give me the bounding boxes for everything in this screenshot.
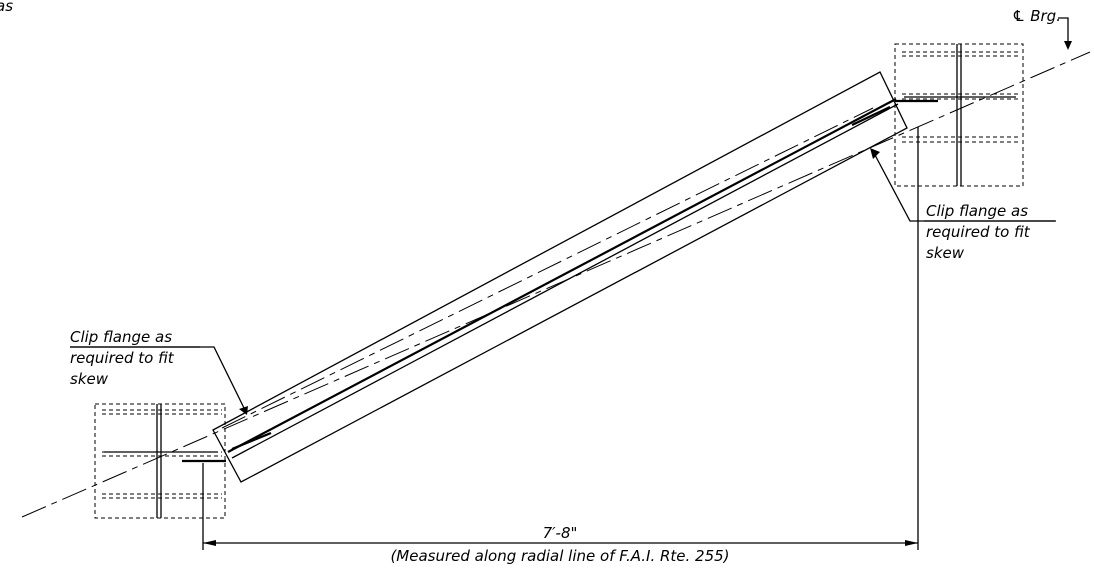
left-callout-arrowhead — [239, 406, 248, 415]
centerline-arrowhead — [1064, 41, 1072, 50]
dimension-arrow-right — [905, 540, 918, 546]
span-dimension: 7′-8" (Measured along radial line of F.A… — [202, 127, 919, 565]
left-beam-outline — [94, 403, 226, 519]
left-callout-line1: Clip flange as — [70, 328, 172, 346]
right-callout-arrowhead — [870, 148, 880, 159]
centerline-bearing-text: ℄ Brg. — [1012, 7, 1061, 25]
right-plate-stub — [851, 106, 891, 126]
right-callout-line1: Clip flange as — [926, 202, 1028, 220]
right-callout-line2: required to fit — [926, 223, 1031, 241]
bearing-centerline — [21, 51, 1091, 518]
centerline-leader — [1058, 17, 1069, 48]
left-clip-flange-callout: Clip flange as required to fit skew — [70, 328, 248, 415]
diaphragm-centerline — [221, 107, 874, 429]
left-callout-line2: required to fit — [70, 349, 175, 367]
right-callout-line3: skew — [926, 244, 965, 262]
diaphragm-member — [212, 71, 908, 483]
left-beam-section — [94, 403, 226, 519]
diaphragm-web-line — [227, 98, 897, 453]
dimension-arrow-left — [203, 540, 216, 546]
left-callout-line3: skew — [70, 370, 109, 388]
centerline-bearing-label: ℄ Brg. — [1012, 7, 1072, 50]
dimension-note: (Measured along radial line of F.A.I. Rt… — [390, 547, 729, 565]
right-beam-outline — [894, 43, 1024, 187]
dimension-value: 7′-8" — [543, 524, 578, 542]
diaphragm-outline — [212, 71, 908, 483]
diaphragm-web-line-inner — [231, 103, 899, 459]
left-plate-stub — [231, 431, 272, 451]
corner-text-fragment: as — [0, 0, 13, 15]
right-beam-section — [894, 43, 1024, 187]
right-clip-flange-callout: Clip flange as required to fit skew — [870, 148, 1055, 262]
